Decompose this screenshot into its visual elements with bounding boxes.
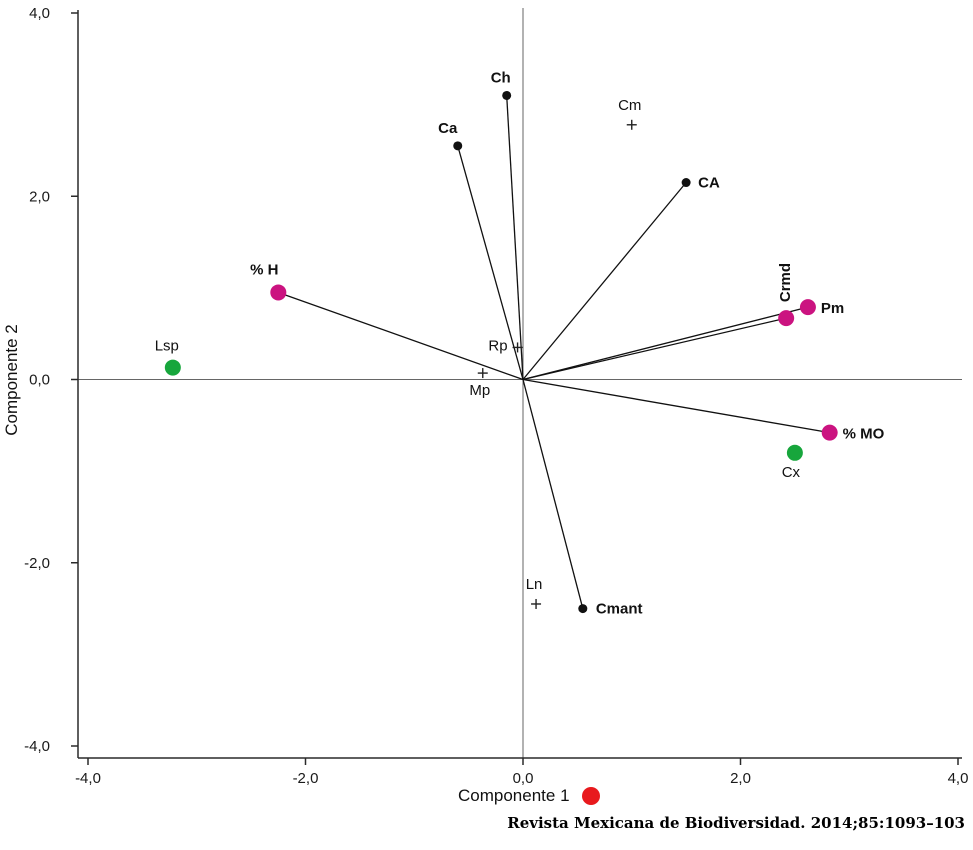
- point-label-Ln: Ln: [526, 576, 543, 593]
- y-tick-label: 4,0: [29, 5, 50, 22]
- point-dot-CA: [681, 178, 691, 188]
- y-axis-label: Componente 2: [2, 324, 21, 436]
- point-label-H: % H: [250, 261, 278, 278]
- vector-line-Ca: [457, 145, 524, 380]
- point-label-Lsp: Lsp: [155, 338, 179, 355]
- x-axis-label: Componente 1: [458, 786, 570, 805]
- x-tick-label: -4,0: [75, 770, 101, 787]
- point-label-Cm: Cm: [618, 97, 641, 114]
- point-label-Mp: Mp: [469, 382, 490, 399]
- x-tick-label: 0,0: [513, 770, 534, 787]
- point-label-Pm: Pm: [821, 300, 844, 317]
- vector-line-Cmant: [522, 379, 584, 609]
- point-label-Cmant: Cmant: [596, 601, 643, 618]
- point-label-MO: % MO: [843, 426, 885, 443]
- x-axis-caption: Componente 1: [458, 786, 600, 806]
- y-tick-label: -4,0: [24, 738, 50, 755]
- vector-line-Pm: [522, 306, 809, 381]
- point-dot-Pm: [799, 299, 816, 316]
- vector-line-Ch: [506, 95, 524, 380]
- vector-line-H: [278, 291, 524, 381]
- y-tick-label: 2,0: [29, 188, 50, 205]
- point-dot-MO: [821, 424, 838, 441]
- y-tick-label: -2,0: [24, 555, 50, 572]
- x-tick-label: 2,0: [730, 770, 751, 787]
- point-dot-Crmd: [778, 310, 795, 327]
- vector-line-CA: [522, 182, 687, 380]
- point-dot-Lsp: [164, 359, 181, 376]
- vector-line-MO: [522, 378, 830, 434]
- point-label-Rp: Rp: [488, 337, 507, 354]
- y-tick-label: 0,0: [29, 372, 50, 389]
- x-tick-label: -2,0: [293, 770, 319, 787]
- point-dot-Cx: [786, 444, 803, 461]
- vector-line-Crmd: [522, 317, 787, 381]
- point-dot-Cmant: [578, 604, 588, 614]
- point-label-CA: CA: [698, 175, 720, 192]
- point-dot-H: [270, 284, 287, 301]
- point-label-Crmd: Crmd: [777, 263, 794, 302]
- point-dot-Ca: [453, 141, 463, 151]
- point-label-Ch: Ch: [491, 69, 511, 86]
- x-tick-label: 4,0: [948, 770, 969, 787]
- red-marker-dot: [581, 787, 600, 805]
- point-label-Cx: Cx: [782, 464, 801, 481]
- point-label-Ca: Ca: [438, 120, 458, 137]
- point-dot-Ch: [502, 90, 512, 100]
- citation-text: Revista Mexicana de Biodiversidad. 2014;…: [507, 814, 965, 832]
